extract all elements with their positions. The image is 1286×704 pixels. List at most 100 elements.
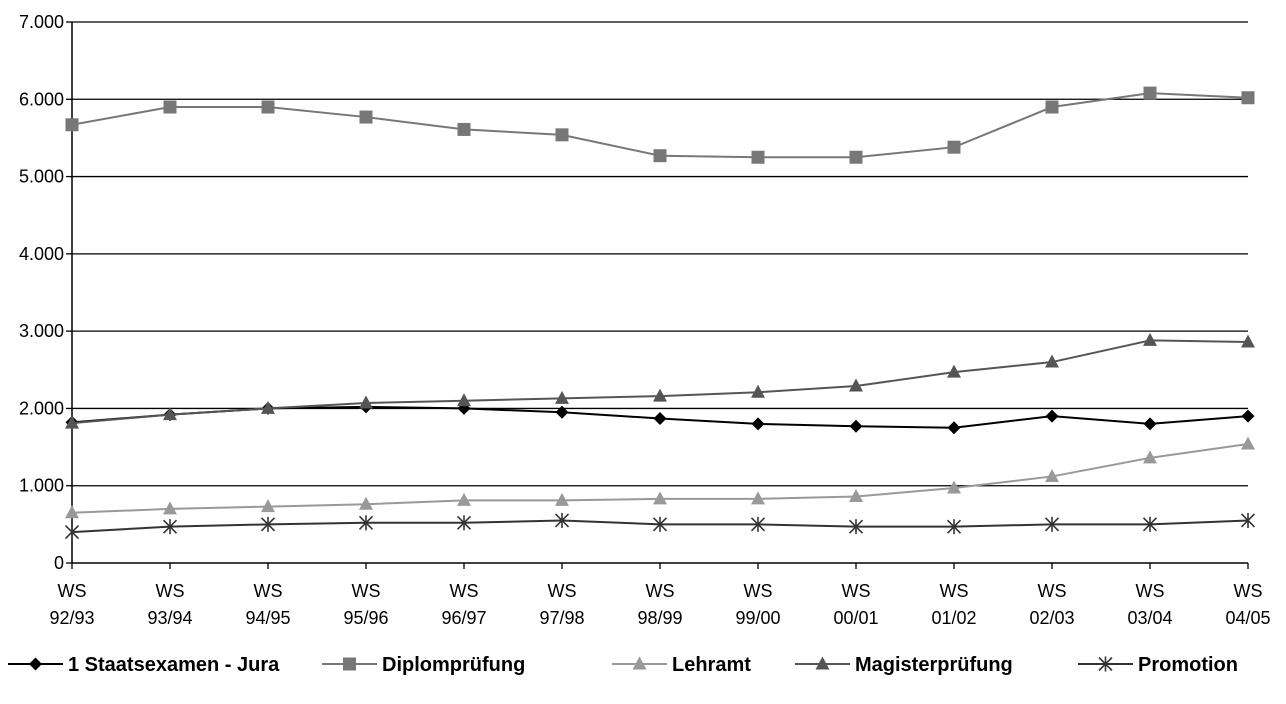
data-point	[947, 480, 961, 494]
data-point	[162, 519, 178, 535]
axes	[66, 21, 1249, 569]
legend-item: Lehramt	[612, 654, 751, 676]
series-line	[71, 92, 1249, 159]
y-tick-labels: 0 1.000 2.000 3.000 4.000 5.000 6.000 7.000	[19, 12, 64, 573]
x-tick-label: WS	[744, 581, 773, 601]
data-point	[849, 489, 863, 503]
data-point	[65, 415, 79, 429]
data-point	[1241, 91, 1255, 105]
data-point	[1045, 100, 1059, 114]
data-point	[65, 505, 79, 519]
data-point	[652, 516, 668, 532]
x-tick-label: 96/97	[441, 608, 486, 628]
data-point	[1241, 436, 1255, 450]
data-point	[1143, 450, 1157, 464]
data-point	[358, 515, 374, 531]
x-tick-label: 00/01	[833, 608, 878, 628]
data-point	[815, 656, 830, 670]
data-point	[947, 364, 961, 378]
x-tick-label: WS	[58, 581, 87, 601]
data-point	[653, 388, 667, 402]
data-point	[947, 140, 961, 154]
x-tick-label: 99/00	[735, 608, 780, 628]
y-tick-label: 5.000	[19, 167, 64, 187]
data-point	[261, 400, 275, 414]
data-point	[261, 499, 275, 513]
data-point	[848, 519, 864, 535]
legend-item: Promotion	[1078, 654, 1238, 676]
data-point	[653, 411, 667, 425]
data-point	[849, 150, 863, 164]
data-point	[359, 496, 373, 510]
x-tick-label: WS	[646, 581, 675, 601]
data-point	[555, 128, 569, 142]
data-point	[343, 657, 356, 671]
x-tick-label: WS	[1136, 581, 1165, 601]
data-point	[632, 656, 647, 670]
x-tick-label: 92/93	[49, 608, 94, 628]
data-point	[653, 491, 667, 505]
x-tick-label: 98/99	[637, 608, 682, 628]
x-tick-label: WS	[940, 581, 969, 601]
legend-label: Diplomprüfung	[382, 654, 525, 676]
data-point	[555, 390, 569, 404]
data-point	[163, 501, 177, 515]
data-point	[29, 657, 42, 671]
x-tick-label: WS	[450, 581, 479, 601]
data-point	[64, 524, 80, 540]
data-point	[946, 519, 962, 535]
y-tick-label: 4.000	[19, 244, 64, 264]
data-point	[1240, 512, 1256, 528]
x-tick-label: WS	[254, 581, 283, 601]
data-point	[261, 100, 275, 114]
x-tick-label: 01/02	[931, 608, 976, 628]
data-point	[751, 491, 765, 505]
legend-item: Diplomprüfung	[322, 654, 525, 676]
data-series	[64, 86, 1256, 540]
x-tick-label: WS	[548, 581, 577, 601]
x-tick-label: WS	[1038, 581, 1067, 601]
data-point	[1045, 354, 1059, 368]
data-point	[1045, 409, 1059, 423]
data-point	[359, 395, 373, 409]
data-point	[653, 149, 667, 163]
data-point	[751, 417, 765, 431]
x-tick-label: 04/05	[1225, 608, 1270, 628]
series-2	[65, 436, 1255, 519]
data-point	[163, 100, 177, 114]
x-tick-label: 03/04	[1127, 608, 1172, 628]
legend-label: Magisterprüfung	[855, 654, 1013, 676]
x-tick-label: WS	[352, 581, 381, 601]
data-point	[1143, 417, 1157, 431]
legend-item: 1 Staatsexamen - Jura	[8, 654, 280, 676]
data-point	[554, 512, 570, 528]
series-4	[64, 512, 1256, 540]
y-tick-label: 2.000	[19, 398, 64, 418]
y-tick-label: 3.000	[19, 321, 64, 341]
data-point	[1143, 86, 1157, 100]
y-tick-label: 7.000	[19, 12, 64, 32]
legend-label: Lehramt	[672, 654, 751, 676]
x-tick-labels: WS 92/93 WS 93/94 WS 94/95 WS 95/96 WS 96/97 WS 97/…	[49, 581, 1270, 628]
x-tick-label: WS	[1234, 581, 1263, 601]
data-point	[1142, 516, 1158, 532]
legend-label: 1 Staatsexamen - Jura	[68, 654, 280, 676]
series-1	[65, 86, 1255, 164]
data-point	[457, 492, 471, 506]
data-point	[555, 492, 569, 506]
x-tick-label: WS	[156, 581, 185, 601]
data-point	[163, 407, 177, 421]
data-point	[1098, 656, 1113, 672]
data-point	[260, 516, 276, 532]
data-point	[359, 110, 373, 124]
data-point	[1241, 409, 1255, 423]
data-point	[849, 419, 863, 433]
x-tick-label: 02/03	[1029, 608, 1074, 628]
data-point	[1241, 334, 1255, 348]
legend-item: Magisterprüfung	[795, 654, 1013, 676]
data-point	[751, 384, 765, 398]
series-3	[65, 332, 1255, 429]
y-tick-label: 0	[54, 553, 64, 573]
y-tick-label: 1.000	[19, 476, 64, 496]
